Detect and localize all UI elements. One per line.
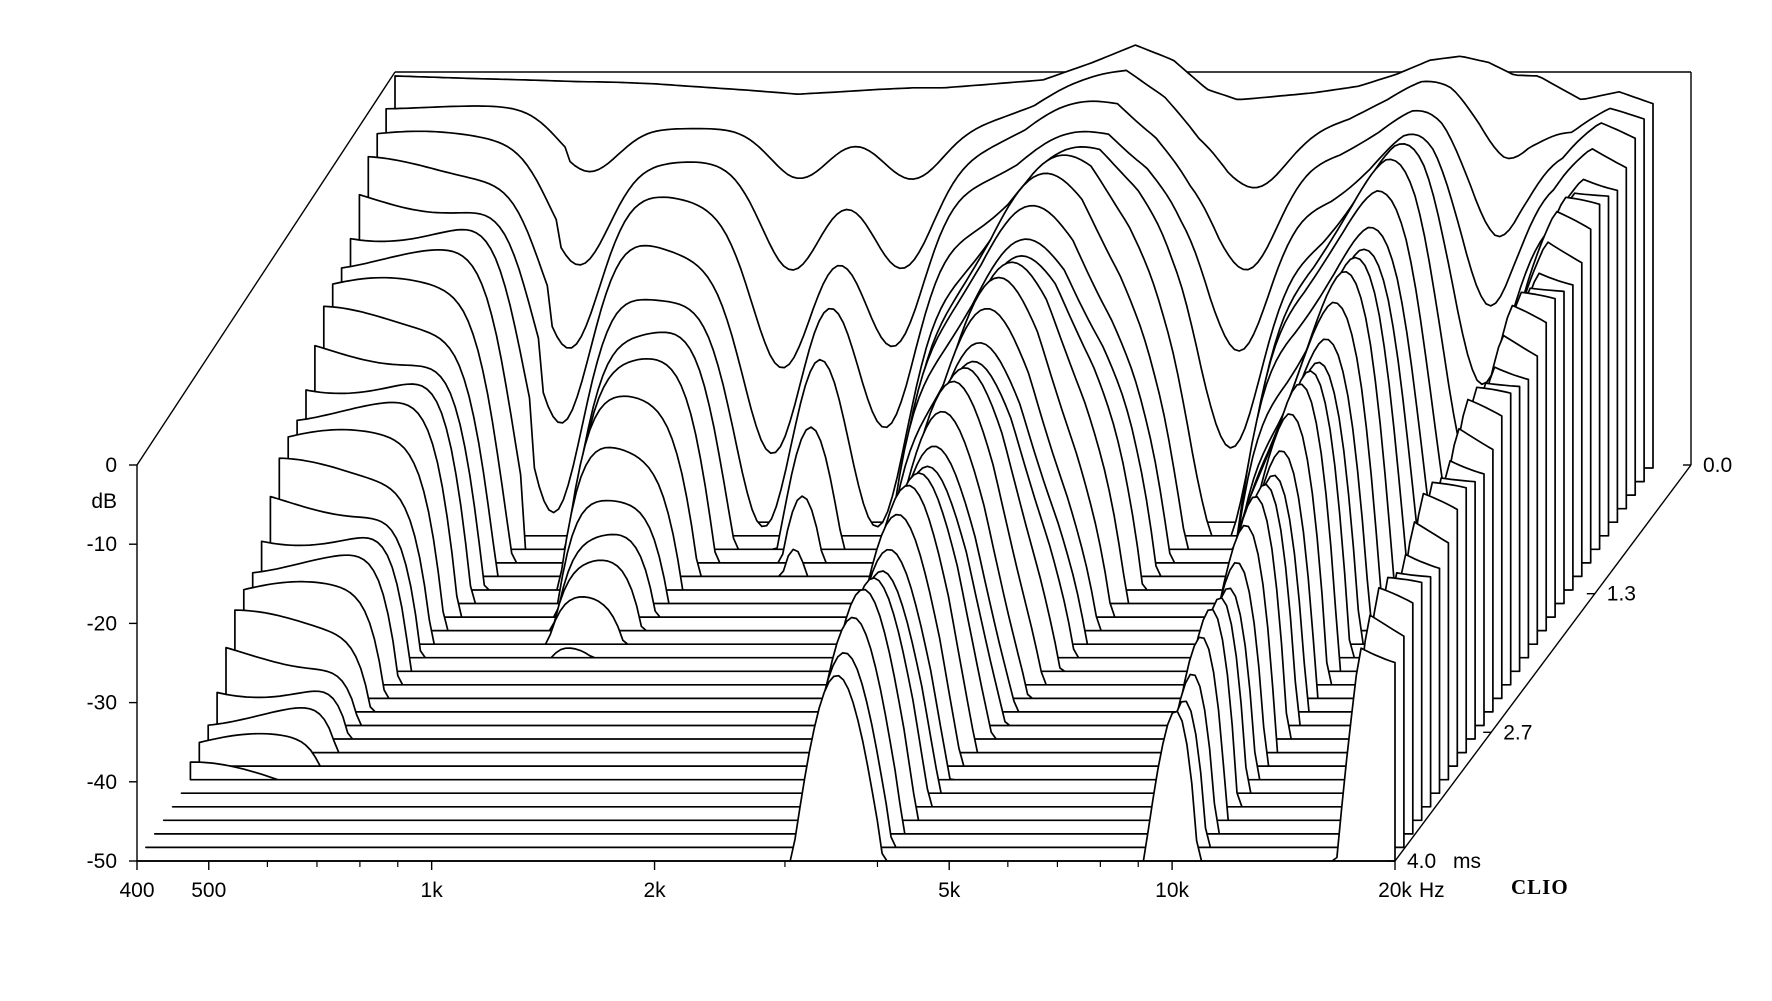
db-tick-label: -20 — [87, 612, 117, 635]
freq-tick-label: 1k — [421, 879, 444, 902]
decay-slices — [136, 44, 1654, 862]
freq-tick-label: 10k — [1155, 879, 1189, 902]
time-tick-label: 4.0 — [1407, 850, 1436, 873]
db-tick-label: -50 — [87, 850, 117, 873]
freq-tick-label: 500 — [191, 879, 226, 902]
time-axis-line — [1394, 464, 1692, 862]
axes: 0 -10 -20 -30 -40 -50 dB 400 500 1k 2k 5k 10k 20k Hz 0.… — [87, 454, 1733, 902]
time-tick-label: 2.7 — [1503, 721, 1532, 744]
freq-tick-label: 2k — [643, 879, 666, 902]
db-tick-label: -40 — [87, 771, 117, 794]
db-unit-label: dB — [91, 490, 117, 513]
db-tick-label: -10 — [87, 533, 117, 556]
db-tick-label: 0 — [105, 454, 117, 477]
hz-unit-label: Hz — [1419, 879, 1445, 902]
time-tick-label: 1.3 — [1607, 583, 1636, 606]
ms-unit-label: ms — [1453, 850, 1481, 873]
brand-label: CLIO — [1511, 875, 1569, 899]
freq-tick-label: 400 — [119, 879, 154, 902]
freq-tick-label: 5k — [938, 879, 961, 902]
decay-slice — [153, 586, 1414, 835]
db-tick-label: -30 — [87, 692, 117, 715]
decay-slice — [145, 614, 1405, 849]
time-tick-label: 0.0 — [1703, 454, 1732, 477]
frame-left-edge — [136, 71, 396, 466]
freq-tick-label: 20k — [1378, 879, 1412, 902]
